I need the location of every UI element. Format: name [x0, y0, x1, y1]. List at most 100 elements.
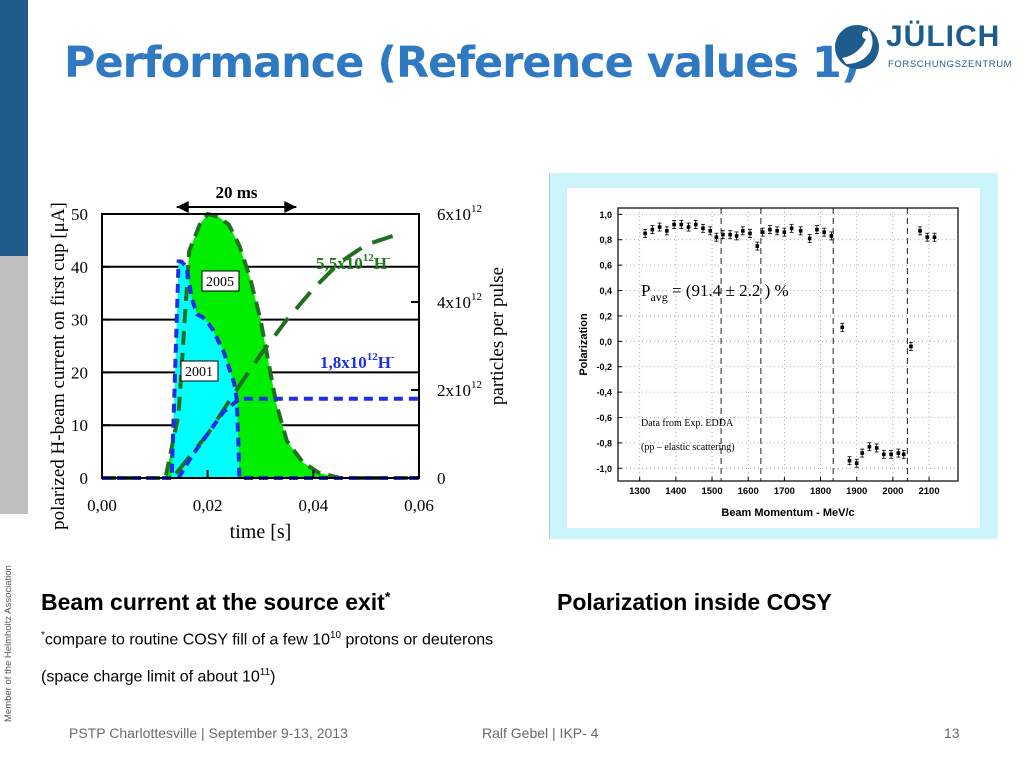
y-tick-label: -0,8 [596, 438, 612, 448]
annotation-5-5e12-part: 12 [363, 252, 375, 264]
data-point [657, 225, 662, 229]
x-tick-label: 1500 [701, 486, 722, 497]
footer-page-number: 13 [944, 725, 960, 741]
x-tick-label: 1700 [774, 486, 795, 497]
caption-beam-current-text: Beam current at the source exit [41, 589, 385, 615]
edda-note-line1: Data from Exp. EDDA [641, 418, 734, 429]
y-tick-label: -1,0 [596, 464, 612, 474]
x-tick-label: 0,04 [298, 496, 328, 515]
sidebar-accent-dark [0, 0, 28, 256]
data-point [721, 232, 725, 237]
data-point [740, 229, 745, 233]
data-point [882, 452, 886, 457]
y2-tick-label: 4x1012 [437, 291, 482, 312]
data-point [755, 244, 760, 248]
y2-tick-label-part: 2x10 [437, 381, 471, 400]
beam-current-chart: 0 10 20 30 40 50 0,00 0,02 0,04 0,06 0 2x1012 4x1012… [40, 170, 510, 550]
annotation-1-8e12-part: 1,8x10 [320, 353, 367, 372]
pulse-arrow-right [284, 201, 297, 213]
data-point [932, 235, 937, 240]
x-tick-label: 1800 [810, 486, 831, 497]
julich-logo: JÜLICH FORSCHUNGSZENTRUM [832, 18, 1012, 78]
particles-5-5e12-line [174, 234, 394, 475]
footnote-2-text: (space charge limit of about 10 [41, 668, 260, 686]
data-point [840, 325, 845, 330]
label-2001-box [180, 360, 219, 382]
y-tick-label: 20 [71, 363, 88, 382]
plot-frame [617, 207, 959, 482]
data-point [829, 234, 834, 238]
y2-tick-label-part: 4x10 [437, 293, 471, 312]
data-point [672, 222, 676, 227]
y-tick-label: 40 [71, 258, 88, 277]
footnote-2-exponent: 11 [259, 667, 271, 678]
annotation-5-5e12-part: H [374, 254, 387, 273]
data-point [867, 444, 872, 449]
data-point [807, 236, 812, 241]
footer-author: Ralf Gebel | IKP- 4 [482, 725, 599, 741]
y2-tick-label-part: 6x10 [437, 205, 471, 224]
x-tick-label: 0,06 [404, 496, 434, 515]
data-point [925, 235, 930, 240]
y2-tick-label: 2x1012 [437, 379, 482, 400]
footnote-line-2: (space charge limit of about 1011) [41, 667, 275, 686]
data-point [701, 226, 705, 231]
annotation-1-8e12-part: H [378, 353, 391, 372]
label-2005-box [201, 270, 240, 292]
area-2001 [102, 261, 419, 478]
pulse-duration-label: 20 ms [216, 183, 258, 202]
data-point [775, 229, 779, 233]
data-point [734, 234, 739, 238]
data-point [896, 451, 901, 455]
x-tick-label: 1900 [846, 486, 867, 497]
y2-tick-label-part: 12 [471, 291, 482, 303]
particles-1-8e12-line [176, 396, 419, 480]
data-point [874, 446, 879, 450]
plot-frame [101, 213, 420, 479]
data-point [686, 225, 691, 229]
slide-title: Performance (Reference values 1) [64, 38, 860, 88]
footnote-2-tail: ) [270, 668, 276, 686]
x-tick-label: 0,00 [87, 496, 117, 515]
sidebar-accent-gray [0, 256, 28, 514]
pavg-annotation: Pavg = (91.4 ± 2.2 ) % [641, 281, 789, 304]
x-tick-label: 2000 [882, 486, 903, 497]
logo-subtitle: FORSCHUNGSZENTRUM [888, 59, 1013, 70]
logo-wordmark: JÜLICH [886, 20, 1001, 53]
y2-tick-label-part: 12 [471, 203, 482, 215]
data-point [918, 229, 922, 233]
data-point [650, 227, 655, 232]
polarization-chart: 1,0 0,8 0,6 0,4 0,2 0,0 -0,2 -0,4 -0,6 -0,8 -1,0 13… [567, 188, 980, 528]
y-tick-label: 0 [80, 469, 89, 488]
data-point [889, 452, 893, 457]
y2-axis-label: particles per pulse [487, 267, 508, 405]
caption-polarization: Polarization inside COSY [557, 589, 832, 615]
caption-beam-current: Beam current at the source exit* [41, 589, 390, 616]
footnote-1-text: compare to routine COSY fill of a few 10 [44, 631, 331, 649]
label-2001: 2001 [185, 365, 213, 380]
footnote-1-exponent: 10 [330, 630, 342, 641]
edda-note-line2: (pp – elastic scattering) [641, 442, 735, 453]
annotation-1-8e12: 1,8x1012H- [320, 351, 395, 372]
y-tick-label: 0,2 [599, 311, 612, 321]
data-point [665, 229, 669, 233]
y-tick-label: 10 [71, 416, 88, 435]
y-axis-label: Polarization [578, 313, 590, 376]
data-point [679, 222, 684, 227]
y-tick-label: 1,0 [599, 210, 612, 220]
y2-tick-label: 6x1012 [437, 203, 482, 224]
data-point [789, 226, 794, 231]
label-2005: 2005 [206, 275, 234, 290]
x-axis-label: time [s] [230, 521, 292, 543]
data-point [815, 227, 819, 232]
data-point [854, 461, 859, 466]
data-point [901, 452, 906, 457]
y-tick-label: -0,2 [596, 362, 612, 372]
x-tick-label: 1600 [738, 486, 759, 497]
footer-event: PSTP Charlottesville | September 9-13, 2… [69, 725, 348, 741]
y-tick-label: 50 [71, 205, 88, 224]
annotation-5-5e12: 5,5x1012H- [316, 252, 391, 273]
data-point [909, 344, 913, 349]
annotation-5-5e12-part: - [387, 252, 391, 264]
